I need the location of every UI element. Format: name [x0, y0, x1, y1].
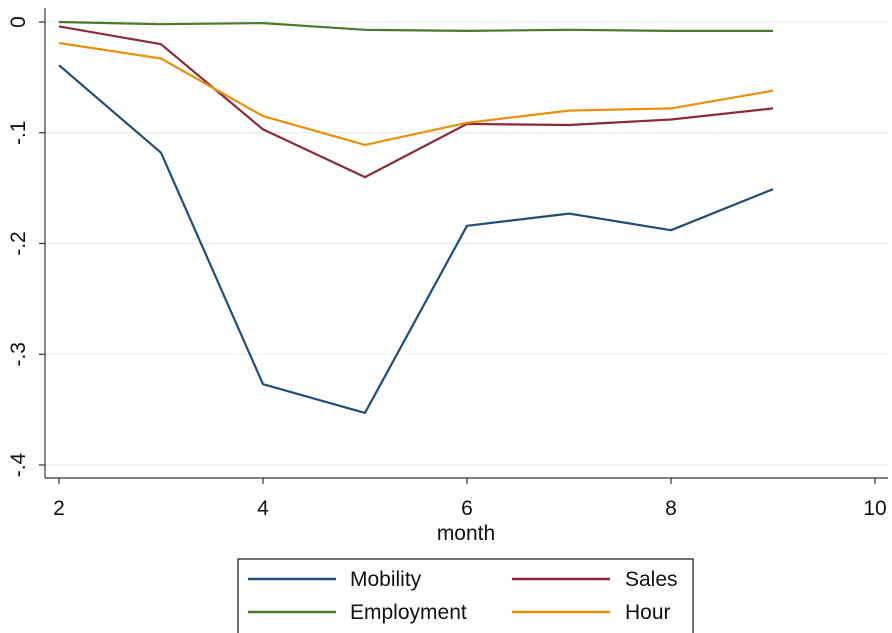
- legend-label-hour: Hour: [625, 601, 671, 624]
- series-lines: [58, 20, 774, 414]
- series-line-employment: [58, 20, 773, 32]
- x-tick-label: 6: [461, 497, 473, 520]
- legend-box: [237, 558, 694, 633]
- legend-label-sales: Sales: [625, 568, 678, 591]
- axes: [39, 8, 888, 484]
- x-tick-label: 2: [53, 497, 65, 520]
- grid-lines: [45, 21, 888, 466]
- series-line-hour: [58, 41, 774, 146]
- legend-label-employment: Employment: [350, 601, 467, 624]
- legend: Mobility Sales Employment Hour: [237, 558, 694, 633]
- y-tick-label: -.4: [7, 452, 30, 477]
- series-line-mobility: [58, 64, 774, 414]
- x-tick-label: 8: [665, 497, 677, 520]
- y-tick-label: -.2: [7, 231, 30, 256]
- x-tick-label: 10: [863, 497, 886, 520]
- x-tick-label: 4: [257, 497, 269, 520]
- legend-label-mobility: Mobility: [350, 568, 422, 591]
- y-tick-label: -.3: [7, 342, 30, 367]
- x-axis-title: month: [437, 522, 495, 545]
- y-tick-label: -.1: [7, 120, 30, 145]
- y-tick-label: 0: [7, 16, 30, 28]
- tick-labels: 0 -.1 -.2 -.3 -.4 2 4 6 8 10: [7, 16, 887, 520]
- series-line-sales: [58, 25, 774, 179]
